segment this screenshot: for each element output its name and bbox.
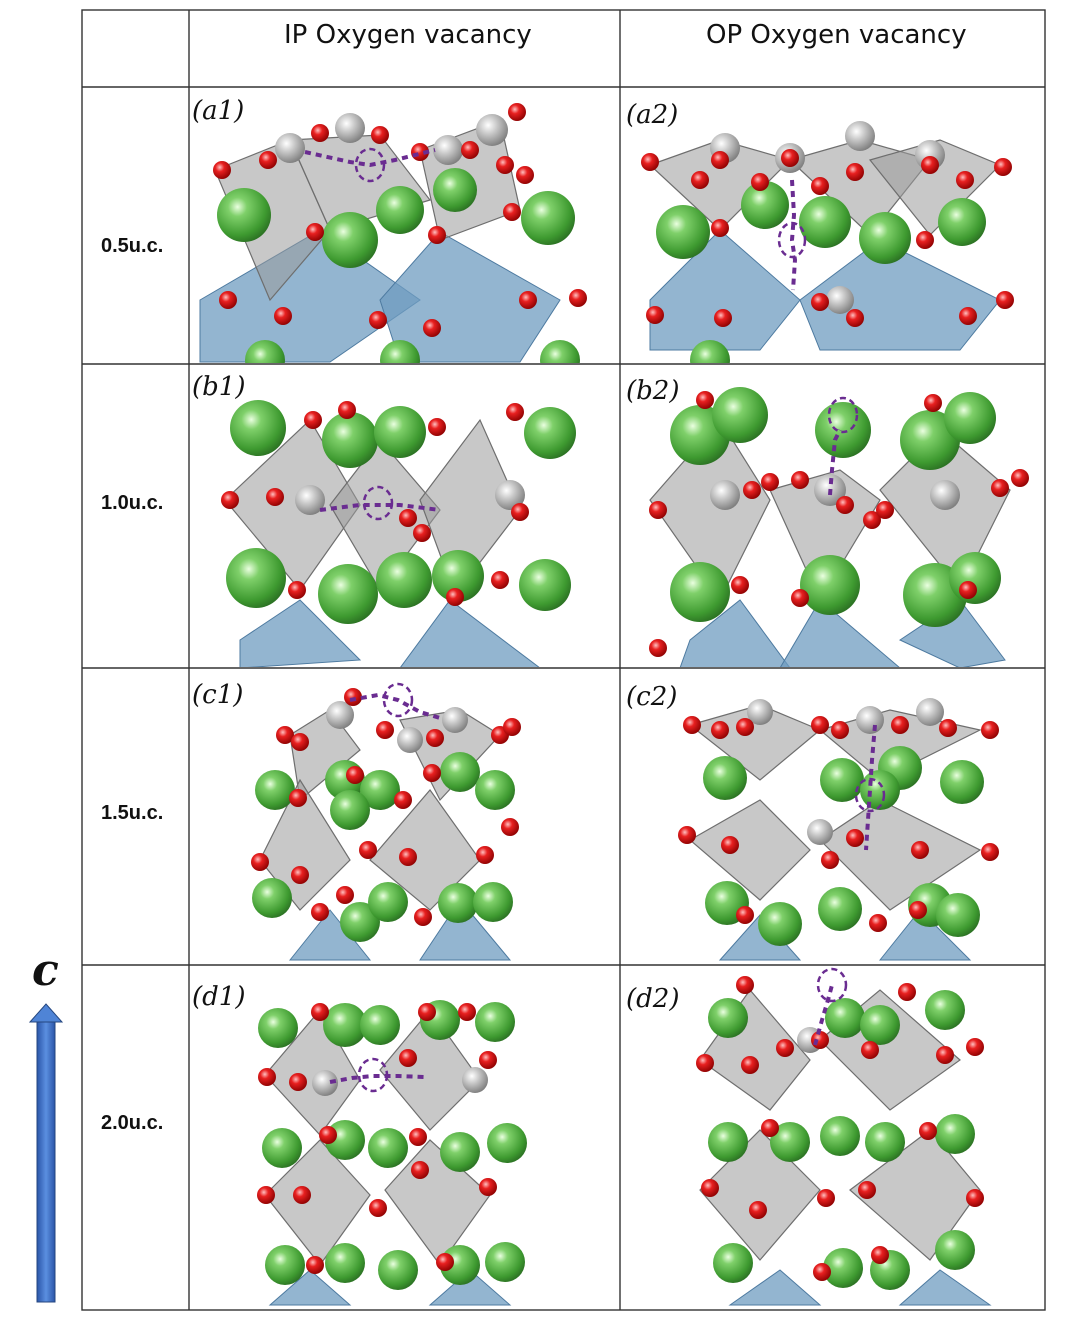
- structure-d1: [257, 1000, 527, 1306]
- panel-label-a1: (a1): [192, 96, 245, 126]
- structure-b1: [221, 400, 576, 667]
- structure-a1: [199, 103, 587, 363]
- structure-c1: [251, 682, 521, 961]
- panel-label-b1: (b1): [192, 372, 246, 402]
- panel-label-d2: (d2): [626, 984, 680, 1014]
- c-axis-arrow: [28, 1003, 64, 1303]
- structure-c2: [678, 698, 999, 961]
- row-label-0-5uc: 0.5u.c.: [101, 235, 164, 257]
- structure-b2: [649, 387, 1029, 667]
- row-label-2-0uc: 2.0u.c.: [101, 1112, 164, 1134]
- panel-label-c1: (c1): [192, 680, 244, 710]
- structure-a2: [641, 121, 1014, 363]
- row-label-1-5uc: 1.5u.c.: [101, 802, 164, 824]
- table-grid: [81, 9, 1046, 1311]
- column-header-ip: IP Oxygen vacancy: [284, 20, 532, 50]
- c-axis-label: c: [32, 945, 59, 996]
- structure-d2: [696, 967, 992, 1306]
- panel-label-b2: (b2): [626, 376, 680, 406]
- row-label-1-0uc: 1.0u.c.: [101, 492, 164, 514]
- column-header-op: OP Oxygen vacancy: [706, 20, 967, 50]
- panel-label-a2: (a2): [626, 100, 679, 130]
- panel-label-c2: (c2): [626, 682, 678, 712]
- panel-label-d1: (d1): [192, 982, 246, 1012]
